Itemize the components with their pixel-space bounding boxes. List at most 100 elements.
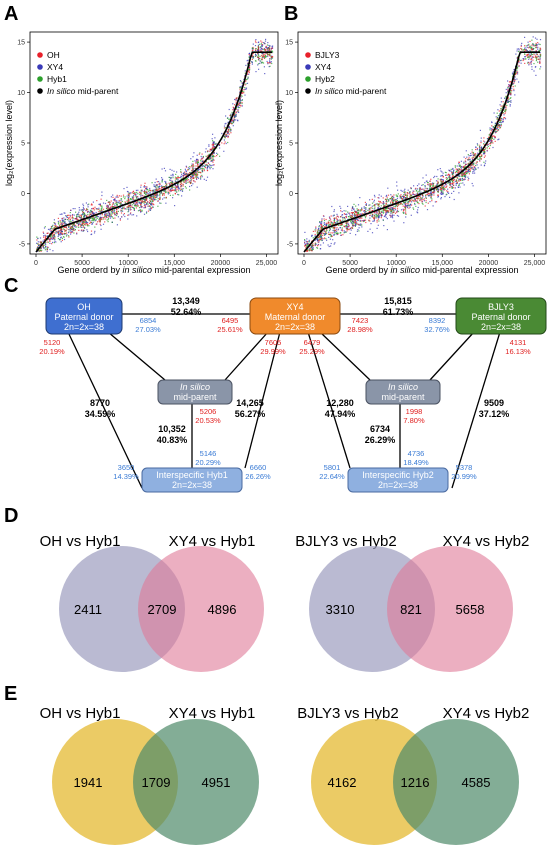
scatter-point (228, 127, 230, 129)
scatter-point (114, 217, 116, 219)
scatter-point (357, 219, 359, 221)
scatter-point (498, 125, 500, 127)
scatter-point (82, 214, 84, 216)
scatter-point (355, 224, 357, 226)
scatter-point (341, 230, 344, 232)
scatter-point (476, 149, 478, 151)
scatter-point (382, 208, 384, 210)
scatter-point (442, 192, 444, 194)
scatter-point (85, 221, 87, 223)
scatter-point (525, 49, 527, 51)
scatter-point (333, 222, 335, 224)
y-tick-label: 0 (21, 191, 25, 198)
scatter-point (316, 231, 319, 233)
scatter-point (150, 204, 152, 206)
scatter-point (339, 220, 341, 222)
scatter-point (61, 224, 63, 226)
scatter-point (504, 118, 507, 120)
scatter-point (257, 46, 259, 48)
scatter-point (93, 213, 95, 215)
scatter-point (265, 45, 267, 47)
scatter-point (112, 217, 114, 219)
scatter-point (429, 194, 431, 196)
scatter-point (462, 167, 464, 169)
scatter-point (272, 45, 274, 47)
scatter-point (223, 127, 226, 129)
scatter-point (437, 194, 439, 196)
scatter-point (73, 225, 75, 227)
scatter-point (453, 170, 455, 172)
scatter-point (110, 216, 112, 218)
scatter-point (403, 203, 405, 205)
scatter-point (269, 55, 271, 57)
scatter-point (409, 201, 411, 203)
scatter-point (477, 152, 479, 154)
scatter-point (261, 62, 263, 64)
scatter-point (157, 198, 159, 200)
scatter-point (70, 209, 72, 211)
scatter-point (198, 171, 200, 173)
scatter-point (392, 217, 394, 219)
scatter-point (82, 223, 84, 225)
scatter-point (227, 130, 229, 132)
scatter-point (117, 207, 119, 209)
scatter-point (123, 213, 125, 215)
scatter-point (36, 239, 38, 241)
scatter-point (377, 207, 379, 209)
scatter-point (496, 117, 498, 120)
scatter-point (389, 198, 391, 200)
scatter-point (444, 171, 446, 173)
scatter-point (115, 196, 117, 198)
scatter-point (100, 217, 102, 219)
scatter-point (418, 190, 420, 192)
scatter-point (251, 55, 253, 57)
scatter-point (431, 198, 433, 200)
scatter-point (458, 174, 460, 176)
scatter-point (163, 186, 165, 188)
scatter-point (85, 210, 87, 212)
scatter-point (99, 217, 101, 219)
scatter-point (180, 188, 182, 190)
scatter-point (463, 170, 465, 172)
scatter-point (416, 200, 418, 202)
scatter-point (255, 41, 257, 44)
scatter-point (145, 186, 147, 188)
scatter-point (534, 37, 537, 39)
scatter-point (515, 74, 517, 76)
scatter-point (337, 232, 339, 234)
scatter-point (474, 153, 476, 155)
scatter-point (46, 250, 48, 253)
scatter-point (185, 174, 187, 176)
scatter-point (513, 80, 515, 82)
scatter-point (513, 82, 515, 84)
scatter-point (69, 230, 71, 232)
scatter-point (419, 187, 421, 189)
scatter-point (529, 55, 531, 57)
scatter-point (99, 203, 101, 205)
scatter-point (153, 197, 155, 199)
scatter-point (79, 216, 81, 218)
scatter-point (72, 223, 74, 225)
scatter-point (89, 213, 92, 215)
scatter-point (472, 156, 474, 158)
scatter-point (53, 222, 55, 224)
scatter-point (416, 189, 418, 191)
scatter-point (400, 196, 402, 198)
scatter-point (444, 180, 446, 182)
scatter-point (237, 109, 239, 111)
scatter-point (140, 202, 142, 205)
scatter-point (308, 239, 310, 241)
scatter-point (203, 162, 205, 164)
scatter-point (424, 185, 426, 187)
scatter-point (327, 222, 329, 224)
scatter-point (304, 244, 307, 246)
scatter-point (199, 163, 201, 165)
panel-letter-a: A (4, 3, 18, 25)
scatter-point (387, 187, 389, 189)
scatter-point (77, 219, 79, 221)
scatter-point (405, 194, 407, 196)
scatter-point (182, 183, 184, 185)
scatter-point (337, 216, 340, 218)
scatter-point (111, 221, 113, 223)
scatter-point (200, 167, 202, 169)
